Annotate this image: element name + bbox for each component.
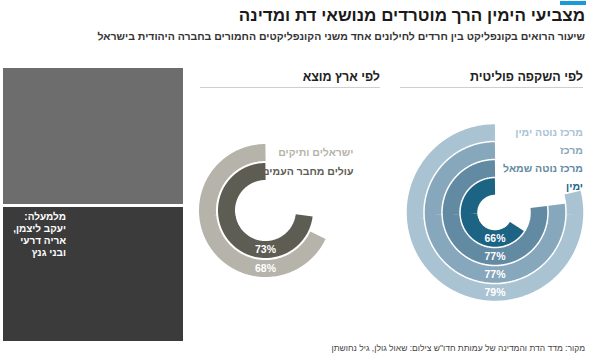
- svg-text:מרכז: מרכז: [560, 144, 583, 156]
- svg-text:מרכז נוטה שמאל: מרכז נוטה שמאל: [503, 162, 583, 174]
- html-text:מצביעי הימין הרך מוטרדים מנושא: מצביעי הימין הרך מוטרדים מנושאי דת ומדינ…: [238, 6, 585, 25]
- html-text:לפי ארץ מוצא: לפי ארץ מוצא: [302, 70, 380, 84]
- svg-text:ימין: ימין: [566, 180, 583, 192]
- svg-text:77%: 77%: [484, 250, 506, 262]
- svg-text:73%: 73%: [255, 243, 277, 255]
- html-text:מלמעלה: יעקב ליצמן, אריה דרעי: מלמעלה: יעקב ליצמן, אריה דרעי ובני גנץ: [13, 211, 66, 258]
- html-text:לפי השקפה פוליטית: לפי השקפה פוליטית: [470, 70, 583, 84]
- html-text:שיעור הרואים בקונפליקט בין חרד: שיעור הרואים בקונפליקט בין חרדים לחילוני…: [97, 30, 585, 42]
- svg-text:79%: 79%: [484, 286, 506, 298]
- svg-text:68%: 68%: [255, 262, 277, 274]
- svg-text:66%: 66%: [484, 232, 506, 244]
- svg-text:77%: 77%: [484, 268, 506, 280]
- svg-text:ישראלים ותיקים: ישראלים ותיקים: [278, 146, 353, 158]
- svg-text:עולים מחבר העמים: עולים מחבר העמים: [262, 165, 354, 177]
- svg-text:מרכז נוטה ימין: מרכז נוטה ימין: [515, 126, 583, 138]
- html-text:מקור: מדד הדת והמדינה של עמותת: מקור: מדד הדת והמדינה של עמותת חדו"ש ציל…: [331, 343, 585, 353]
